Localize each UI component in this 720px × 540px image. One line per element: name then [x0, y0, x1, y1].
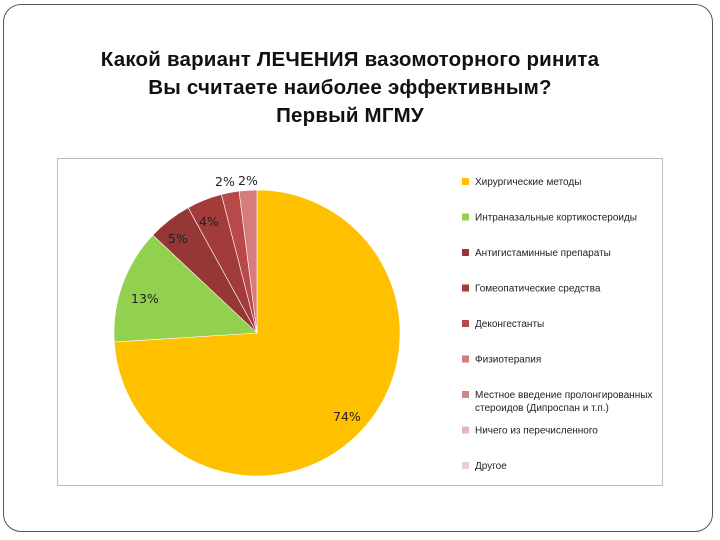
legend-label-8: Другое — [475, 461, 507, 472]
legend-item-5: Физиотерапия — [462, 355, 541, 366]
legend-swatch-4 — [462, 320, 469, 327]
pie-data-label-1: 13% — [131, 291, 159, 306]
slide-title: Какой вариант ЛЕЧЕНИЯ вазомоторного рини… — [40, 46, 660, 130]
pie-data-label-3: 4% — [199, 214, 219, 229]
title-line-2: Вы считаете наиболее эффективным? — [148, 76, 552, 99]
legend-item-6: Местное введение пролонгированных стероид… — [462, 390, 652, 414]
pie-slices — [113, 189, 401, 477]
legend-item-8: Другое — [462, 461, 507, 472]
pie-data-label-0: 74% — [333, 409, 361, 424]
title-line-3: Первый МГМУ — [276, 104, 424, 127]
legend-swatch-2 — [462, 249, 469, 256]
pie-data-label-5: 2% — [238, 173, 258, 188]
legend-label-1: Интраназальные кортикостероиды — [475, 213, 637, 224]
legend-item-4: Деконгестанты — [462, 319, 544, 330]
legend-swatch-6 — [462, 391, 469, 398]
legend-swatch-3 — [462, 284, 469, 292]
pie-data-label-4: 2% — [215, 174, 235, 189]
legend-item-7: Ничего из перечисленного — [462, 426, 598, 437]
legend-label-4: Деконгестанты — [475, 319, 544, 330]
pie-slice-1 — [113, 234, 258, 343]
legend-item-2: Антигистаминные препараты — [462, 248, 611, 259]
legend-item-0: Хирургические методы — [462, 177, 581, 188]
legend-swatch-1 — [462, 213, 469, 221]
legend-swatch-7 — [462, 426, 469, 434]
legend-label-6: Местное введение пролонгированных стероид… — [475, 390, 652, 414]
legend-label-2: Антигистаминные препараты — [475, 248, 611, 259]
legend-swatch-0 — [462, 178, 469, 185]
legend-label-3: Гомеопатические средства — [475, 284, 601, 295]
pie-data-label-2: 5% — [168, 231, 188, 246]
legend-item-1: Интраназальные кортикостероиды — [462, 213, 637, 224]
legend-label-5: Физиотерапия — [475, 355, 541, 366]
legend-swatch-5 — [462, 355, 469, 363]
pie-slice-5 — [238, 189, 258, 334]
title-line-1: Какой вариант ЛЕЧЕНИЯ вазомоторного рини… — [100, 48, 600, 71]
legend-swatch-8 — [462, 462, 469, 469]
legend-label-0: Хирургические методы — [475, 177, 581, 188]
chart-legend: Хирургические методы Интраназальные корти… — [462, 177, 652, 472]
pie-labels: 74% 13% 5% 4% 2% 2% — [131, 173, 361, 424]
legend-label-7: Ничего из перечисленного — [475, 426, 598, 437]
legend-item-3: Гомеопатические средства — [462, 284, 601, 295]
